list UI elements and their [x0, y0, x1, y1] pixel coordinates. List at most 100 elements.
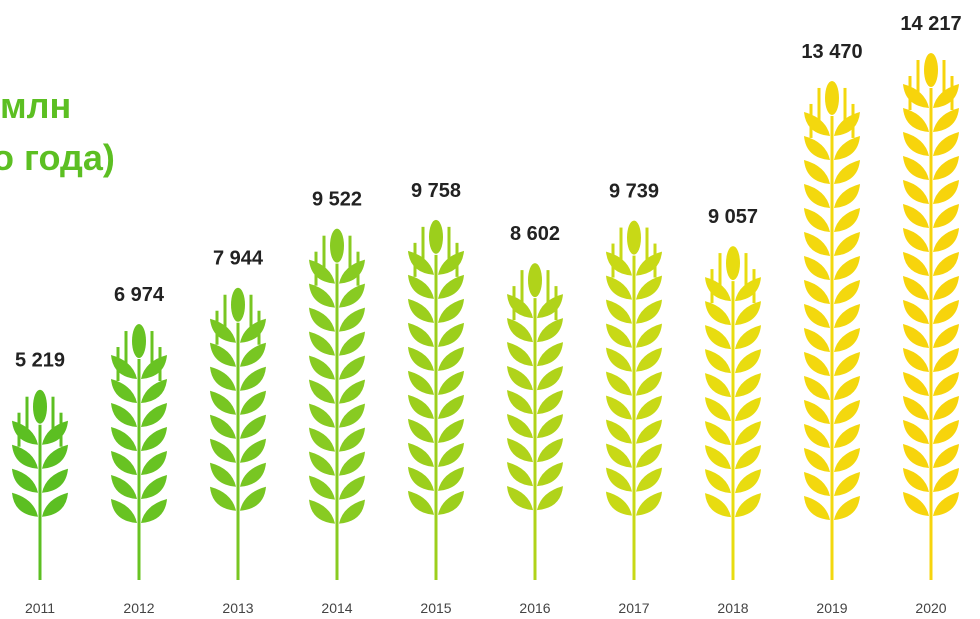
grain [933, 468, 959, 492]
grain [309, 260, 335, 284]
grain [339, 500, 365, 524]
grain [141, 427, 167, 451]
grain [636, 420, 662, 444]
grain [408, 491, 434, 515]
grain [408, 251, 434, 275]
grain [111, 451, 137, 475]
grain [933, 420, 959, 444]
grain [438, 347, 464, 371]
grain [636, 396, 662, 420]
grain [735, 373, 761, 397]
grain [606, 300, 632, 324]
grain [210, 415, 236, 439]
grain [933, 300, 959, 324]
grain [636, 300, 662, 324]
grain [537, 390, 563, 414]
grain [12, 421, 38, 445]
grain [903, 156, 929, 180]
grain [804, 160, 830, 184]
grain [141, 499, 167, 523]
grain [705, 349, 731, 373]
grain [804, 448, 830, 472]
grain [309, 428, 335, 452]
value-label: 9 739 [609, 181, 659, 203]
value-label: 14 217 [900, 13, 961, 35]
grain [537, 486, 563, 510]
grain [141, 403, 167, 427]
grain [438, 275, 464, 299]
x-tick-label: 2013 [222, 600, 253, 616]
grain [507, 318, 533, 342]
grain [903, 132, 929, 156]
grain [507, 342, 533, 366]
grain [636, 468, 662, 492]
grain [804, 280, 830, 304]
grain [705, 397, 731, 421]
wheat-ear [804, 81, 860, 580]
wheat-ear [903, 53, 959, 580]
grain [705, 493, 731, 517]
grain [309, 380, 335, 404]
wheat-ear [111, 324, 167, 580]
grain [240, 439, 266, 463]
grain [606, 372, 632, 396]
grain [537, 342, 563, 366]
grain [903, 372, 929, 396]
grain [903, 84, 929, 108]
grain [735, 445, 761, 469]
grain [339, 404, 365, 428]
grain [933, 324, 959, 348]
grain [111, 499, 137, 523]
wheat-ear [705, 246, 761, 580]
grain [309, 332, 335, 356]
grain [111, 355, 137, 379]
grain [339, 380, 365, 404]
grain [735, 469, 761, 493]
grain [636, 276, 662, 300]
grain [537, 294, 563, 318]
grain [42, 469, 68, 493]
grain [804, 424, 830, 448]
grain [339, 308, 365, 332]
grain [834, 184, 860, 208]
grain [537, 366, 563, 390]
grain-tip [627, 221, 641, 255]
grain-tip [33, 390, 47, 424]
grain [834, 376, 860, 400]
grain [903, 276, 929, 300]
value-label: 5 219 [15, 350, 65, 372]
grain [606, 396, 632, 420]
grain [537, 318, 563, 342]
grain [705, 445, 731, 469]
grain [408, 395, 434, 419]
chart: млн о года) 5 21920116 97420127 94420139… [0, 0, 980, 619]
grain [903, 252, 929, 276]
grain [606, 444, 632, 468]
grain [507, 294, 533, 318]
grain [438, 443, 464, 467]
grain [636, 324, 662, 348]
grain [705, 277, 731, 301]
grain [339, 260, 365, 284]
grain [606, 420, 632, 444]
grain [339, 428, 365, 452]
value-label: 7 944 [213, 248, 264, 270]
x-tick-label: 2016 [519, 600, 550, 616]
grain [834, 472, 860, 496]
grain-tip [528, 263, 542, 297]
grain-tip [726, 246, 740, 280]
grain [834, 160, 860, 184]
grain [933, 156, 959, 180]
grain [735, 421, 761, 445]
grain [537, 462, 563, 486]
wheat-ear [507, 263, 563, 580]
grain [834, 280, 860, 304]
grain [210, 439, 236, 463]
chart-subtitle: о года) [0, 137, 115, 178]
wheat-ear [606, 221, 662, 580]
grain [606, 252, 632, 276]
grain [705, 301, 731, 325]
grain [705, 421, 731, 445]
grain [606, 276, 632, 300]
grain [804, 376, 830, 400]
